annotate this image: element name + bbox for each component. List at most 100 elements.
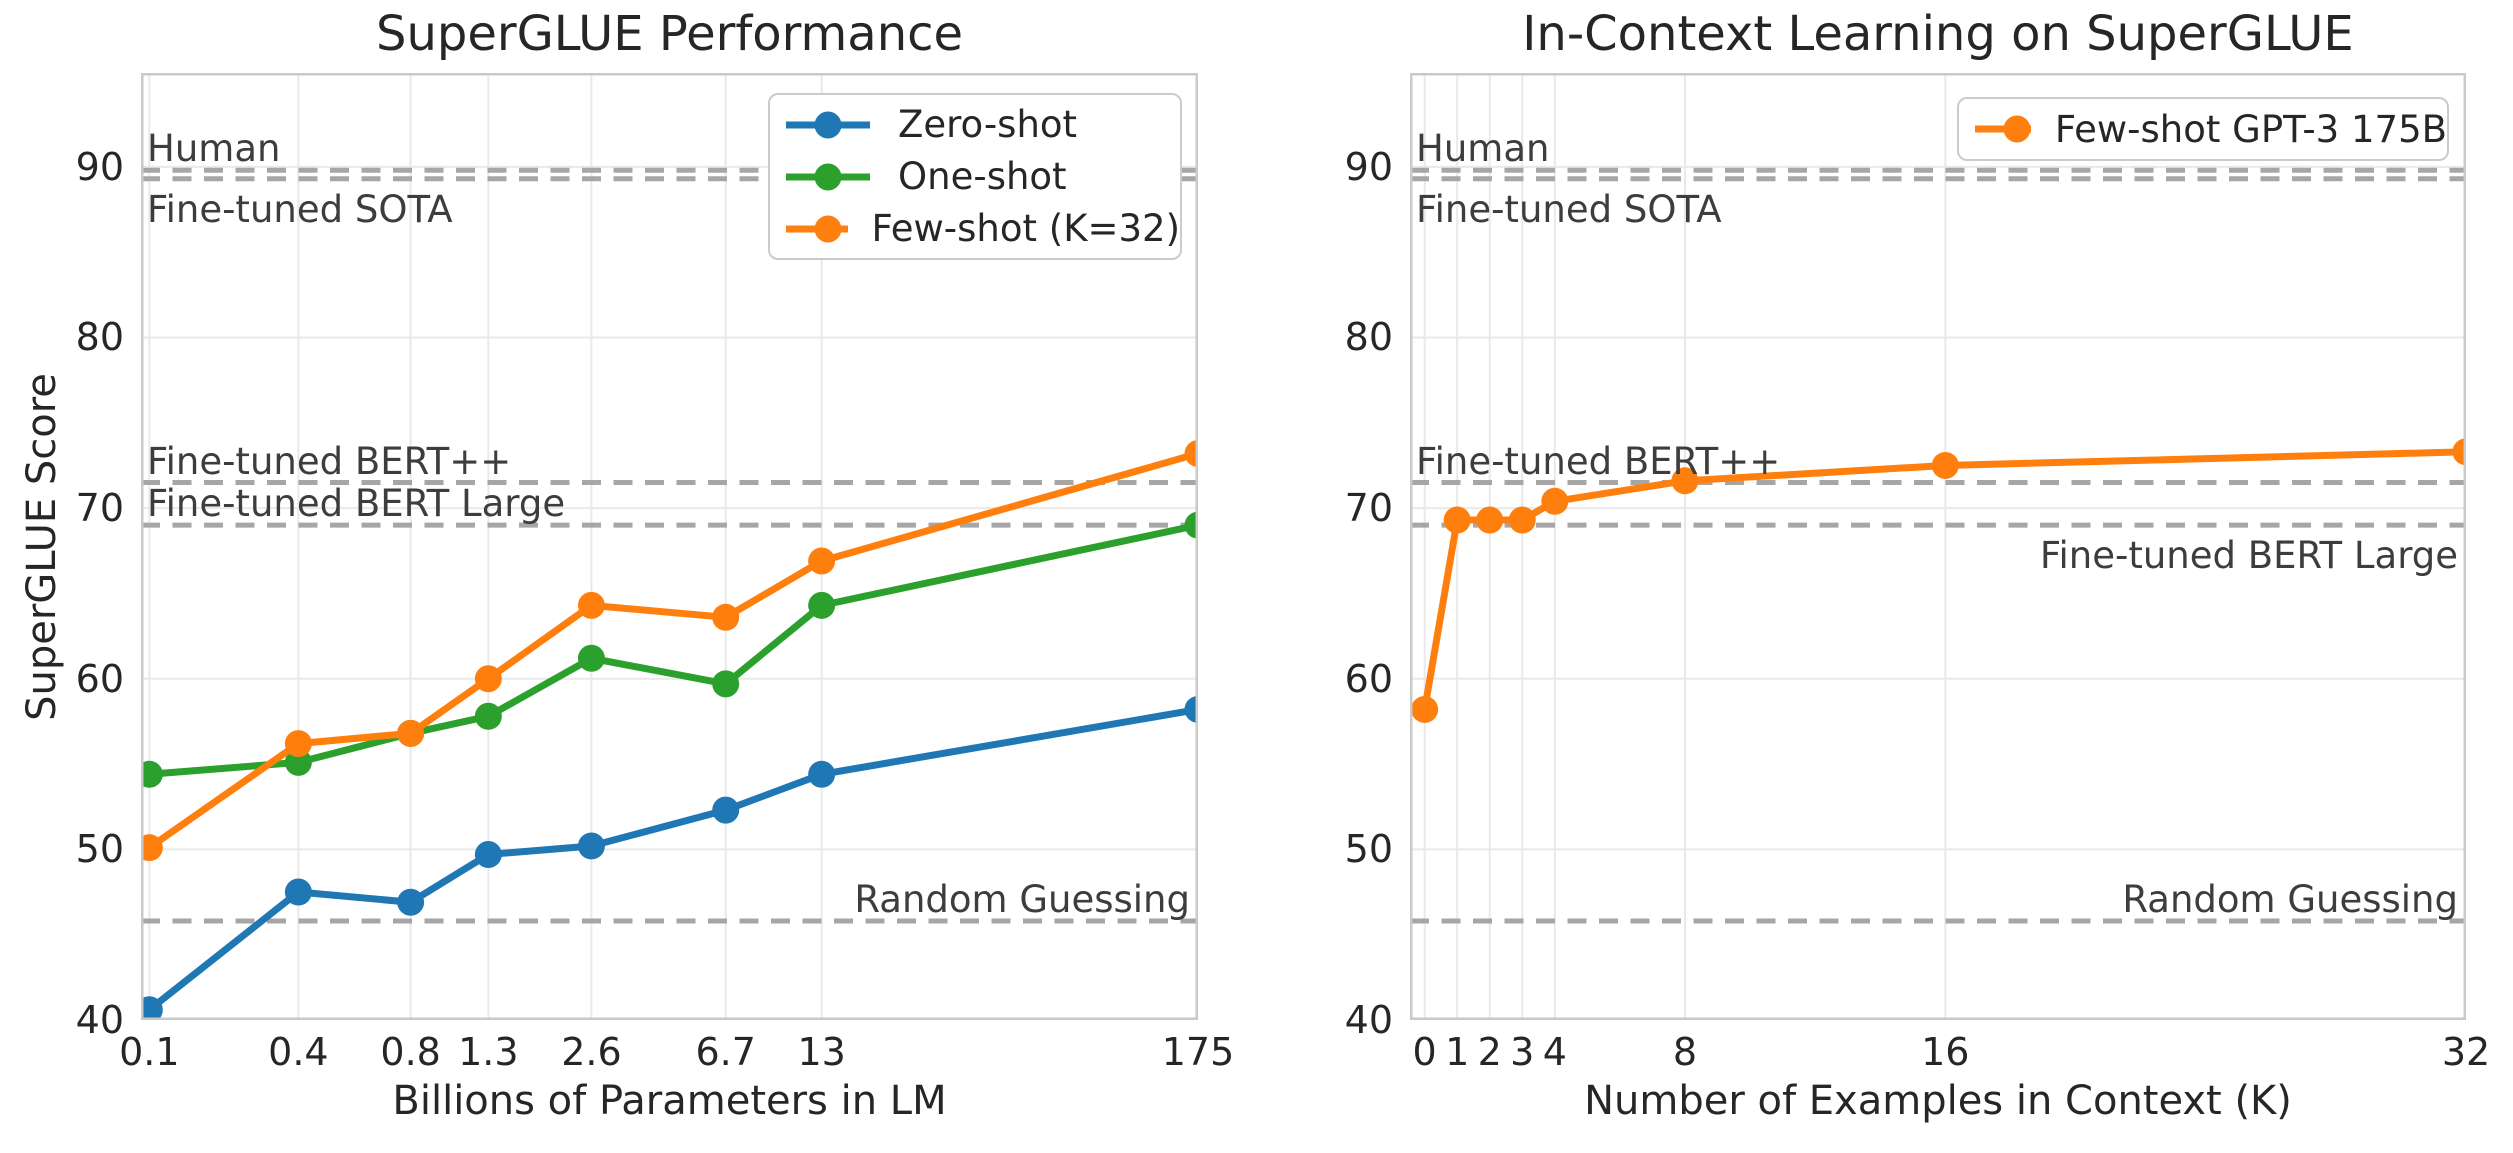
data-point <box>1541 487 1569 515</box>
plot-spine <box>141 73 1198 1020</box>
data-point <box>141 834 163 862</box>
data-point <box>284 730 312 758</box>
y-tick-label: 60 <box>75 656 124 701</box>
gridlines <box>141 73 1198 1020</box>
y-tick-label: 90 <box>75 144 124 189</box>
legend-label: One-shot <box>898 155 1067 198</box>
legend-marker-few-shot-gpt-3-175b <box>1975 115 2031 143</box>
plot-spine <box>1410 73 2466 1020</box>
legend-marker-few-shot-k-32 <box>786 215 848 242</box>
data-point <box>808 760 836 788</box>
legend-dot <box>2003 115 2031 143</box>
y-tick-label: 70 <box>75 486 124 531</box>
data-point <box>808 591 836 619</box>
y-tick-label: 40 <box>1344 998 1393 1042</box>
x-tick-label: 0.4 <box>268 1030 329 1074</box>
x-tick-label: 3 <box>1510 1030 1535 1074</box>
reference-label-human: Human <box>147 127 281 171</box>
series-line-zero-shot <box>147 706 1198 1013</box>
data-point <box>1671 467 1699 495</box>
data-point <box>284 878 312 906</box>
y-tick-label: 50 <box>1344 827 1393 872</box>
data-point <box>1411 695 1439 723</box>
chart-title: SuperGLUE Performance <box>375 6 964 62</box>
gridlines <box>1410 73 2466 1020</box>
x-axis-label: Billions of Parameters in LM <box>392 1078 947 1124</box>
y-tick-label: 60 <box>1344 656 1393 701</box>
y-tick-label: 90 <box>1344 144 1393 189</box>
data-point <box>577 832 605 860</box>
legend-marker-zero-shot <box>786 111 870 138</box>
reference-label-fine-tuned-sota: Fine-tuned SOTA <box>147 187 453 231</box>
x-tick-label: 4 <box>1542 1030 1567 1074</box>
data-point <box>1931 451 1959 479</box>
plot-area-right <box>1410 73 2466 1020</box>
data-point <box>1443 506 1471 534</box>
series-markers-few-shot-gpt-3-175b <box>1411 438 2466 723</box>
data-point <box>1476 506 1504 534</box>
data-point <box>1184 511 1198 539</box>
reference-label-fine-tuned-bert: Fine-tuned BERT++ <box>147 439 512 483</box>
x-tick-label: 0 <box>1412 1030 1437 1074</box>
x-axis-label: Number of Examples in Context (K) <box>1584 1078 2292 1124</box>
x-tick-label: 8 <box>1672 1030 1698 1074</box>
data-point <box>2452 438 2466 466</box>
reference-label-human: Human <box>1416 127 1550 171</box>
data-point <box>1184 440 1198 468</box>
data-point <box>141 996 163 1020</box>
y-tick-label: 40 <box>75 998 124 1042</box>
legend-item-one-shot: One-shot <box>770 151 1180 203</box>
data-point <box>712 603 740 631</box>
reference-label-random-guessing: Random Guessing <box>854 878 1190 922</box>
legend-dot <box>814 163 842 190</box>
x-tick-label: 1 <box>1445 1030 1470 1074</box>
legend-item-few-shot-k-32: Few-shot (K=32) <box>770 203 1180 255</box>
data-point <box>577 644 605 672</box>
x-tick-label: 1.3 <box>458 1030 519 1074</box>
data-point <box>577 591 605 619</box>
x-tick-label: 2 <box>1477 1030 1502 1074</box>
data-point <box>397 719 425 747</box>
legend-dot <box>814 111 842 138</box>
data-point <box>474 702 502 730</box>
y-tick-label: 50 <box>75 827 124 872</box>
y-tick-label: 70 <box>1344 486 1393 531</box>
data-point <box>284 748 312 776</box>
series-line-one-shot <box>149 521 1198 778</box>
legend: Few-shot GPT-3 175B <box>1957 97 2449 161</box>
y-tick-label: 80 <box>75 315 124 360</box>
x-tick-label: 16 <box>1921 1030 1970 1074</box>
data-point <box>397 888 425 916</box>
x-tick-label: 2.6 <box>561 1030 622 1074</box>
y-tick-label: 80 <box>1344 315 1393 360</box>
x-tick-label: 0.1 <box>119 1030 180 1074</box>
data-point <box>808 547 836 575</box>
data-point <box>712 796 740 824</box>
legend-label: Few-shot GPT-3 175B <box>2054 107 2447 151</box>
series-markers-zero-shot <box>141 695 1198 1020</box>
legend-item-few-shot-gpt-3-175b: Few-shot GPT-3 175B <box>1959 103 2447 155</box>
chart-title: In-Context Learning on SuperGLUE <box>1522 6 2354 62</box>
legend-item-zero-shot: Zero-shot <box>770 99 1180 151</box>
x-tick-label: 13 <box>797 1030 846 1074</box>
x-tick-label: 175 <box>1161 1030 1235 1074</box>
series-line-few-shot-k-32 <box>147 450 1198 851</box>
reference-label-fine-tuned-bert: Fine-tuned BERT++ <box>1416 439 1781 483</box>
legend-label: Zero-shot <box>898 103 1078 146</box>
x-tick-label: 0.8 <box>380 1030 441 1074</box>
data-point <box>712 670 740 698</box>
data-point <box>474 665 502 693</box>
data-point <box>141 760 163 788</box>
reference-label-fine-tuned-bert-large: Fine-tuned BERT Large <box>147 482 566 526</box>
series-markers-few-shot-k-32 <box>141 440 1198 862</box>
data-point <box>474 840 502 868</box>
legend-label: Few-shot (K=32) <box>871 207 1180 250</box>
reference-label-fine-tuned-sota: Fine-tuned SOTA <box>1416 187 1722 231</box>
data-point <box>1184 695 1198 723</box>
reference-label-fine-tuned-bert-large: Fine-tuned BERT Large <box>2039 534 2458 578</box>
legend-marker-one-shot <box>786 163 870 190</box>
data-point <box>1508 506 1536 534</box>
